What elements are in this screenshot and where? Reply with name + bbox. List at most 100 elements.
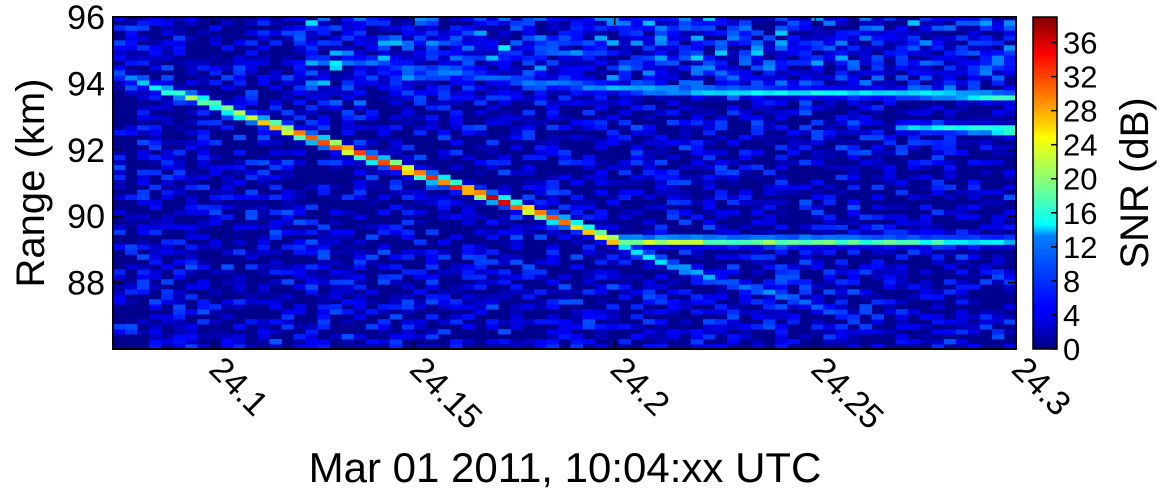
heatmap-cell [401, 304, 415, 310]
heatmap-cell [293, 189, 307, 196]
heatmap-cell [1003, 65, 1016, 71]
heatmap-cell [462, 249, 475, 255]
heatmap-cell [438, 35, 451, 41]
heatmap-cell [775, 144, 788, 151]
heatmap-cell [317, 279, 331, 285]
heatmap-cell [426, 35, 439, 41]
heatmap-cell [389, 279, 403, 285]
heatmap-cell [245, 319, 258, 325]
heatmap-cell [293, 114, 307, 121]
heatmap-cell [450, 100, 463, 106]
heatmap-cell [594, 80, 608, 86]
heatmap-cell [365, 149, 379, 156]
heatmap-cell [161, 90, 174, 96]
heatmap-cell [799, 109, 812, 116]
heatmap-cell [534, 60, 547, 66]
heatmap-cell [787, 20, 800, 26]
heatmap-cell [185, 324, 198, 330]
heatmap-cell [498, 70, 511, 76]
heatmap-cell [666, 90, 680, 96]
heatmap-cell [739, 25, 752, 31]
heatmap-cell [293, 229, 307, 235]
heatmap-cell [281, 309, 294, 315]
heatmap-cell [245, 100, 258, 106]
heatmap-cell [606, 100, 620, 106]
heatmap-cell [125, 60, 138, 66]
heatmap-cell [991, 159, 1005, 166]
heatmap-cell [847, 314, 860, 320]
heatmap-cell [715, 224, 728, 230]
heatmap-cell [570, 25, 583, 31]
heatmap-cell [305, 239, 319, 245]
heatmap-cell [305, 324, 319, 330]
heatmap-cell [245, 45, 258, 51]
heatmap-cell [558, 95, 571, 101]
heatmap-cell [907, 219, 921, 225]
heatmap-cell [967, 35, 981, 41]
heatmap-cell [847, 95, 860, 101]
heatmap-cell [438, 214, 451, 220]
heatmap-cell [823, 60, 836, 66]
heatmap-cell [185, 339, 198, 345]
heatmap-cell [594, 274, 608, 280]
heatmap-cell [618, 75, 632, 81]
heatmap-cell [642, 239, 656, 245]
heatmap-cell [895, 85, 909, 91]
heatmap-cell [859, 224, 872, 230]
heatmap-cell [763, 65, 776, 71]
heatmap-cell [763, 199, 776, 205]
heatmap-cell [185, 17, 198, 21]
heatmap-cell [546, 209, 559, 215]
heatmap-cell [895, 269, 909, 275]
heatmap-cell [209, 244, 222, 250]
heatmap-cell [847, 184, 860, 191]
heatmap-cell [570, 35, 583, 41]
heatmap-cell [606, 40, 620, 46]
heatmap-cell [811, 264, 824, 270]
heatmap-cell [690, 339, 704, 345]
heatmap-cell [522, 154, 535, 161]
heatmap-cell [739, 324, 752, 330]
heatmap-cell [450, 114, 463, 121]
heatmap-cell [907, 109, 921, 116]
heatmap-cell [389, 75, 403, 81]
heatmap-cell [498, 269, 511, 275]
heatmap-cell [690, 294, 704, 300]
heatmap-cell [377, 20, 391, 26]
heatmap-cell [377, 80, 391, 86]
heatmap-cell [450, 179, 463, 186]
heatmap-cell [823, 214, 836, 220]
heatmap-cell [847, 199, 860, 205]
heatmap-cell [438, 299, 451, 305]
heatmap-cell [967, 254, 981, 260]
heatmap-cell [907, 65, 921, 71]
heatmap-cell [871, 80, 884, 86]
heatmap-cell [113, 299, 126, 305]
heatmap-cell [642, 254, 656, 260]
heatmap-cell [787, 90, 800, 96]
heatmap-cell [209, 95, 222, 101]
heatmap-cell [161, 299, 174, 305]
heatmap-cell [305, 269, 319, 275]
heatmap-cell [799, 45, 812, 51]
heatmap-cell [498, 169, 511, 176]
heatmap-cell [510, 289, 523, 295]
heatmap-cell [233, 239, 246, 245]
heatmap-cell [727, 239, 740, 245]
heatmap-cell [269, 259, 282, 265]
heatmap-cell [389, 95, 403, 101]
heatmap-cell [654, 139, 668, 146]
heatmap-cell [233, 55, 246, 61]
heatmap-cell [353, 100, 367, 106]
heatmap-cell [594, 17, 608, 21]
heatmap-cell [943, 35, 957, 41]
heatmap-cell [690, 109, 704, 116]
heatmap-cell [450, 124, 463, 131]
heatmap-cell [739, 239, 752, 245]
heatmap-cell [570, 70, 583, 76]
heatmap-cell [426, 65, 439, 71]
heatmap-cell [221, 304, 234, 310]
heatmap-cell [450, 164, 463, 171]
heatmap-cell [751, 40, 764, 46]
heatmap-cell [799, 85, 812, 91]
